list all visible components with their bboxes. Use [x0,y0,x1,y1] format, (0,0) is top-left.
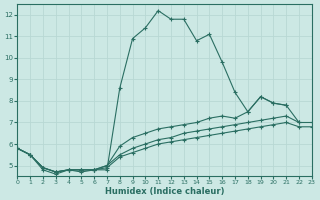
X-axis label: Humidex (Indice chaleur): Humidex (Indice chaleur) [105,187,224,196]
